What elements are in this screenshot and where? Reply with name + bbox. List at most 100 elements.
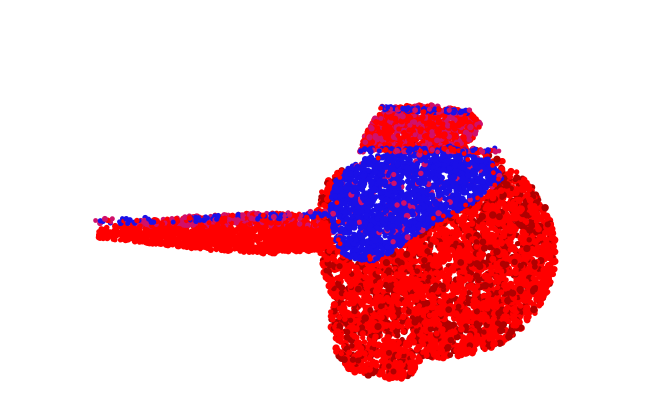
particle-red xyxy=(477,315,485,323)
particle-red xyxy=(389,297,396,304)
particle-red xyxy=(408,293,416,301)
particle-red xyxy=(425,278,431,284)
particle-red xyxy=(489,202,496,210)
particle-red xyxy=(481,281,489,290)
particle-red xyxy=(522,291,530,298)
particle-red xyxy=(432,269,439,276)
particle-red xyxy=(408,239,417,247)
particle-red xyxy=(456,320,462,326)
particle-red xyxy=(338,284,346,291)
particle-red xyxy=(488,217,496,225)
particle-red xyxy=(448,246,455,253)
particle-red xyxy=(489,194,497,202)
particle-red xyxy=(382,259,390,267)
particle-red xyxy=(433,330,440,337)
particle-red xyxy=(455,247,461,254)
particle-red xyxy=(540,266,548,274)
particle-red xyxy=(343,334,351,341)
particle-red xyxy=(551,265,558,273)
particle-red xyxy=(319,189,325,195)
particle-red xyxy=(523,309,529,316)
particle-red xyxy=(453,240,459,246)
particle-red xyxy=(441,337,449,345)
particle-red xyxy=(520,184,528,192)
red-particle-layer xyxy=(95,138,559,382)
particle-red xyxy=(346,278,354,286)
particle-red xyxy=(422,307,430,314)
particle-red xyxy=(341,312,349,319)
particle-red xyxy=(478,339,486,347)
particle-red xyxy=(351,307,358,315)
particle-red xyxy=(542,274,549,281)
particle-red xyxy=(384,334,392,342)
particle-red xyxy=(523,316,531,324)
particle-red xyxy=(405,308,413,315)
particle-red xyxy=(411,318,419,326)
particle-red xyxy=(374,323,382,331)
particle-red xyxy=(355,357,362,364)
particle-red xyxy=(351,332,358,340)
particle-red xyxy=(419,336,426,343)
particle-red xyxy=(456,313,464,321)
particle-red xyxy=(465,256,473,264)
particle-red xyxy=(347,298,355,306)
particle-red xyxy=(478,212,486,221)
particle-red xyxy=(420,312,427,319)
particle-red xyxy=(441,294,449,303)
particle-red xyxy=(393,281,400,288)
particle-red xyxy=(435,274,442,281)
particle-red xyxy=(531,263,538,270)
particle-red xyxy=(445,252,453,260)
particle-red xyxy=(530,305,538,314)
particle-red xyxy=(490,303,498,311)
particle-red xyxy=(517,319,523,325)
particle-red xyxy=(529,223,536,229)
particle-red xyxy=(444,343,452,352)
particle-red xyxy=(455,303,462,310)
particle-red xyxy=(486,327,494,335)
particle-red xyxy=(423,299,431,307)
particle-red xyxy=(397,248,405,255)
particle-red xyxy=(507,190,515,198)
particle-red xyxy=(439,283,446,290)
particle-red xyxy=(438,226,447,234)
particle-red xyxy=(403,250,411,258)
particle-red xyxy=(520,240,527,247)
particle-red xyxy=(353,264,360,271)
particle-red xyxy=(515,196,523,205)
particle-red xyxy=(361,339,368,345)
particle-red xyxy=(488,271,494,277)
particle-red xyxy=(361,273,369,281)
particle-red xyxy=(484,298,490,304)
particle-red xyxy=(495,309,503,317)
particle-red xyxy=(362,267,370,275)
particle-red xyxy=(385,349,393,356)
particle-red xyxy=(531,202,538,210)
particle-red xyxy=(424,248,431,255)
particle-red xyxy=(464,207,471,215)
particle-red xyxy=(503,261,510,268)
particle-red xyxy=(473,320,480,326)
particle-red xyxy=(405,318,413,326)
particle-red xyxy=(499,194,505,200)
particle-red xyxy=(495,274,504,283)
particle-red xyxy=(510,206,519,215)
particle-red xyxy=(516,285,524,294)
particle-red xyxy=(458,325,465,333)
particle-red xyxy=(367,318,375,326)
particle-red xyxy=(442,233,449,240)
particle-red xyxy=(349,343,355,349)
particle-red xyxy=(421,283,428,290)
particle-red xyxy=(486,318,492,325)
particle-red xyxy=(465,334,473,342)
particle-red xyxy=(381,352,388,359)
particle-red xyxy=(382,344,391,352)
particle-red xyxy=(414,268,421,274)
particle-red xyxy=(361,296,369,304)
particle-red xyxy=(409,332,417,340)
particle-red xyxy=(494,202,502,211)
particle-red xyxy=(345,268,352,274)
particle-red xyxy=(326,181,333,188)
particle-red xyxy=(484,202,492,210)
particle-red xyxy=(468,214,474,221)
